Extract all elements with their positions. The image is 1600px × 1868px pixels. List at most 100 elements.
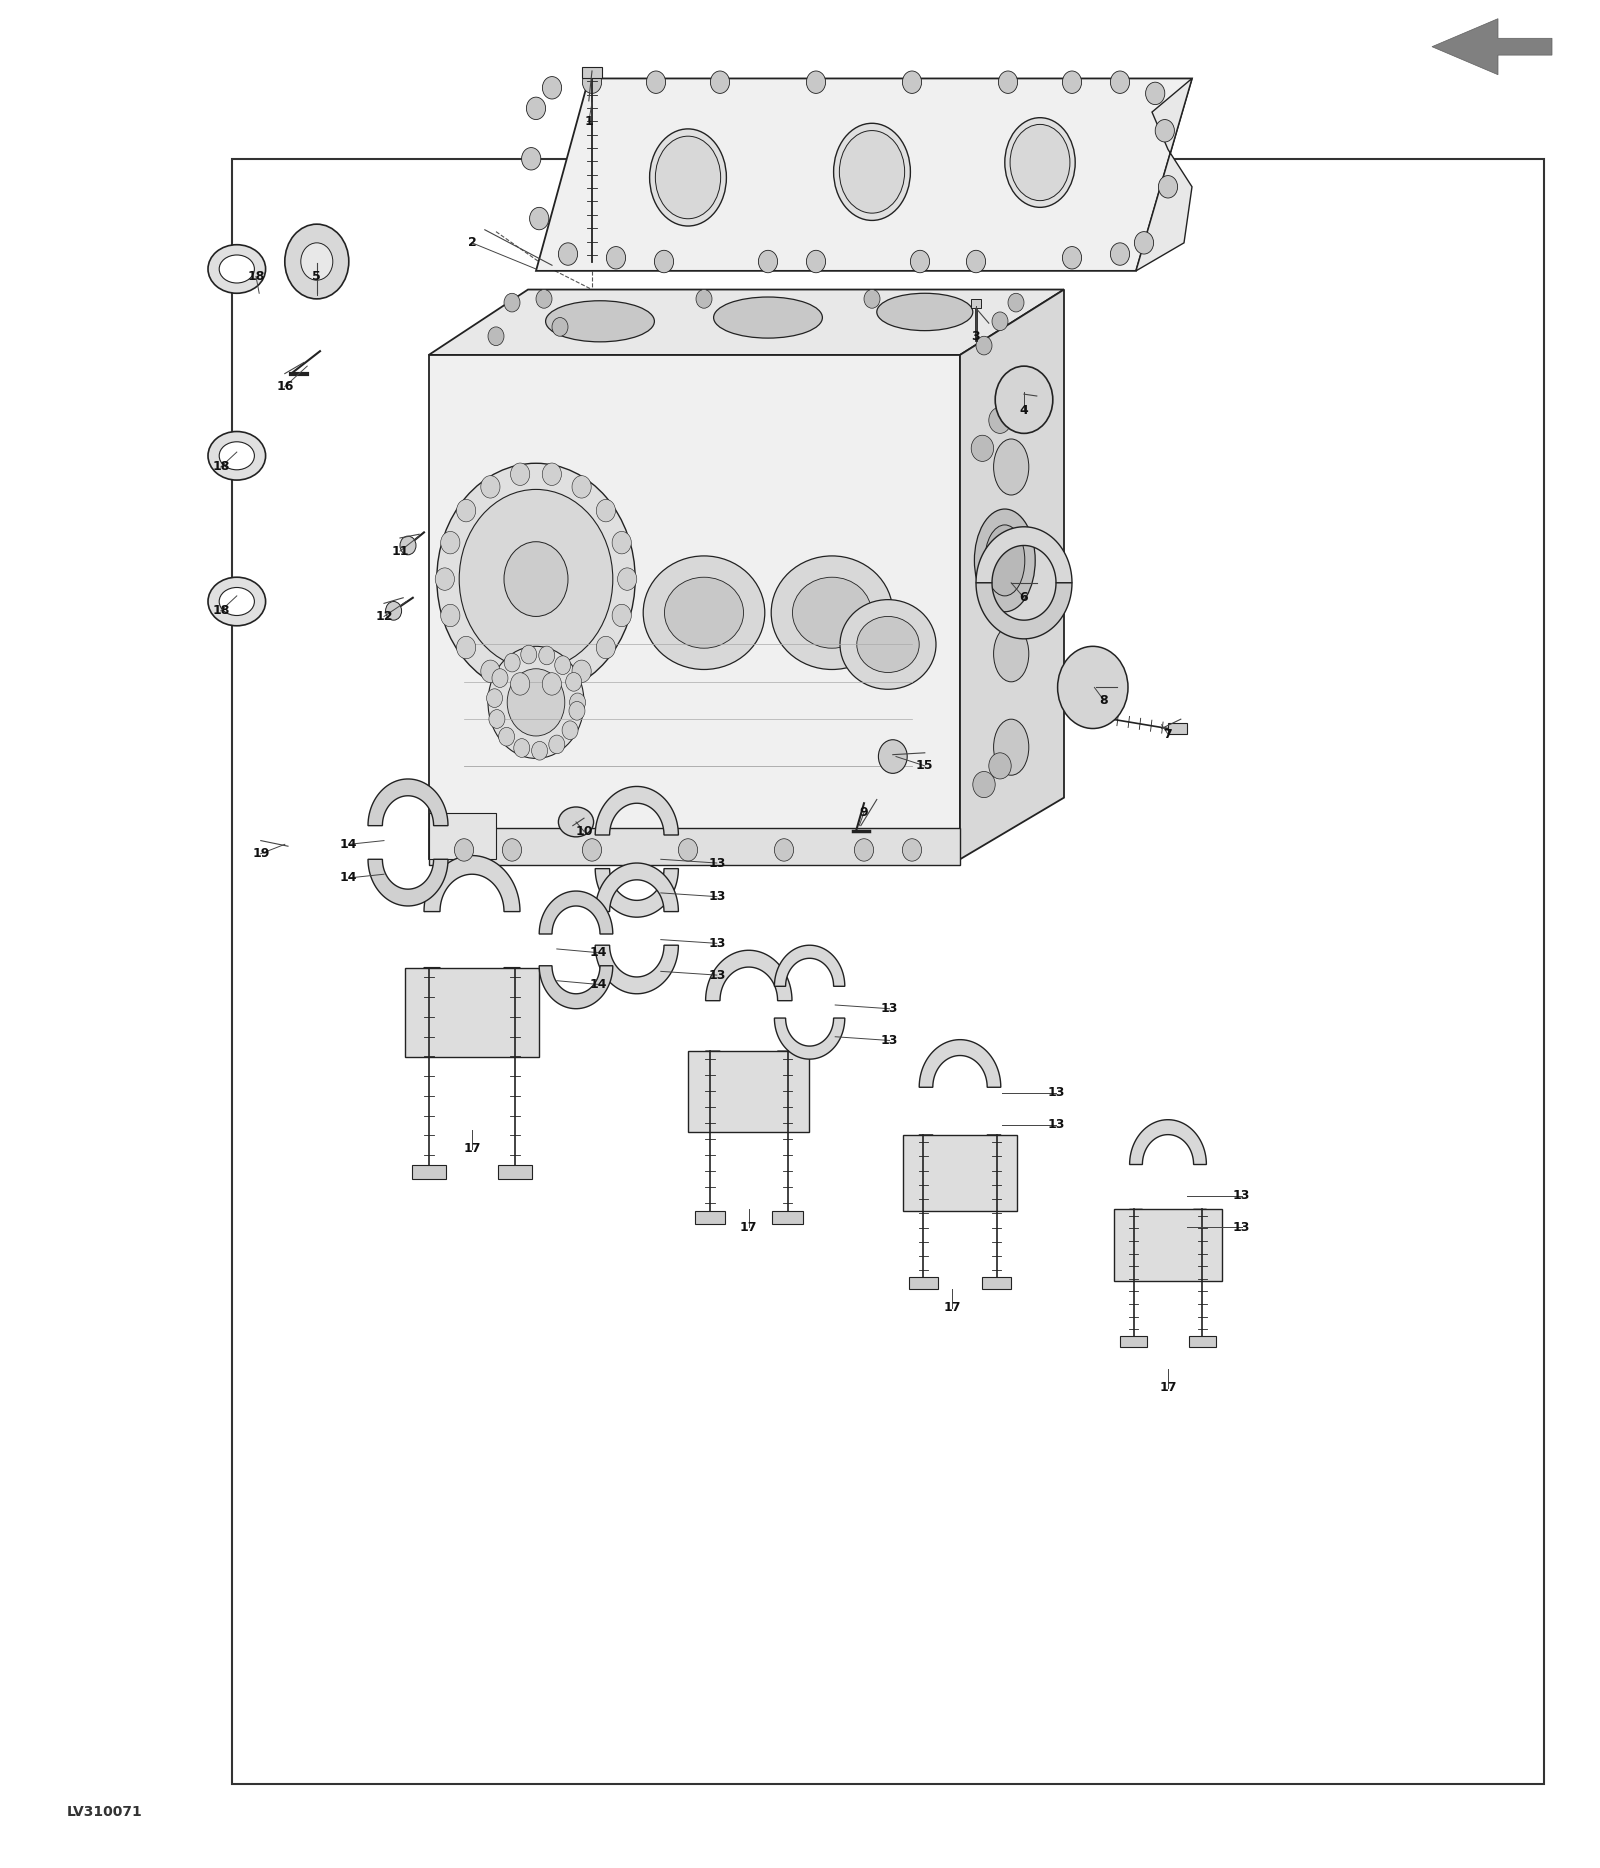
Circle shape bbox=[582, 839, 602, 861]
FancyBboxPatch shape bbox=[982, 1278, 1011, 1289]
Polygon shape bbox=[918, 1040, 1002, 1087]
Circle shape bbox=[549, 736, 565, 755]
Circle shape bbox=[1058, 646, 1128, 729]
Circle shape bbox=[490, 710, 506, 729]
Polygon shape bbox=[1130, 1119, 1206, 1164]
Ellipse shape bbox=[792, 577, 872, 648]
Circle shape bbox=[514, 738, 530, 757]
Text: 8: 8 bbox=[1099, 695, 1109, 706]
Circle shape bbox=[504, 542, 568, 616]
Circle shape bbox=[504, 293, 520, 312]
Text: 13: 13 bbox=[1234, 1190, 1250, 1201]
Circle shape bbox=[562, 721, 578, 740]
Circle shape bbox=[480, 659, 499, 682]
Circle shape bbox=[989, 407, 1011, 433]
Ellipse shape bbox=[974, 510, 1035, 611]
Text: 13: 13 bbox=[1048, 1087, 1064, 1098]
Circle shape bbox=[459, 489, 613, 669]
Text: 2: 2 bbox=[467, 237, 477, 248]
Circle shape bbox=[910, 250, 930, 273]
Text: 12: 12 bbox=[376, 611, 392, 622]
Circle shape bbox=[502, 839, 522, 861]
Polygon shape bbox=[976, 527, 1072, 583]
FancyBboxPatch shape bbox=[1168, 723, 1187, 734]
Text: 13: 13 bbox=[882, 1003, 898, 1014]
Text: 17: 17 bbox=[944, 1302, 960, 1313]
Ellipse shape bbox=[1005, 118, 1075, 207]
Circle shape bbox=[878, 740, 907, 773]
Circle shape bbox=[654, 250, 674, 273]
Ellipse shape bbox=[219, 254, 254, 282]
Circle shape bbox=[437, 463, 635, 695]
Circle shape bbox=[992, 312, 1008, 331]
Text: 14: 14 bbox=[590, 947, 606, 958]
Circle shape bbox=[582, 71, 602, 93]
Text: 14: 14 bbox=[341, 872, 357, 884]
Circle shape bbox=[435, 568, 454, 590]
FancyBboxPatch shape bbox=[405, 968, 539, 1057]
Polygon shape bbox=[774, 945, 845, 986]
Ellipse shape bbox=[208, 577, 266, 626]
Text: 6: 6 bbox=[1019, 592, 1029, 603]
Circle shape bbox=[570, 702, 586, 721]
Circle shape bbox=[606, 247, 626, 269]
FancyBboxPatch shape bbox=[1120, 1336, 1147, 1347]
Circle shape bbox=[566, 672, 582, 691]
Circle shape bbox=[696, 290, 712, 308]
Polygon shape bbox=[706, 951, 792, 1001]
Ellipse shape bbox=[1010, 125, 1070, 200]
Polygon shape bbox=[424, 856, 520, 912]
Ellipse shape bbox=[714, 297, 822, 338]
Circle shape bbox=[758, 250, 778, 273]
Polygon shape bbox=[368, 859, 448, 906]
Ellipse shape bbox=[984, 525, 1024, 596]
Text: 5: 5 bbox=[312, 271, 322, 282]
FancyBboxPatch shape bbox=[413, 1166, 446, 1179]
Ellipse shape bbox=[994, 719, 1029, 775]
Circle shape bbox=[902, 71, 922, 93]
FancyBboxPatch shape bbox=[582, 67, 602, 78]
Ellipse shape bbox=[208, 245, 266, 293]
Circle shape bbox=[973, 771, 995, 798]
Circle shape bbox=[539, 646, 555, 665]
Text: 17: 17 bbox=[1160, 1382, 1176, 1394]
Circle shape bbox=[806, 71, 826, 93]
Circle shape bbox=[989, 753, 1011, 779]
Circle shape bbox=[1110, 243, 1130, 265]
Circle shape bbox=[456, 499, 475, 521]
Circle shape bbox=[854, 839, 874, 861]
Circle shape bbox=[488, 327, 504, 346]
Circle shape bbox=[710, 71, 730, 93]
Ellipse shape bbox=[994, 626, 1029, 682]
Circle shape bbox=[531, 742, 547, 760]
Circle shape bbox=[526, 97, 546, 120]
Circle shape bbox=[499, 727, 515, 745]
FancyBboxPatch shape bbox=[694, 1210, 725, 1224]
Circle shape bbox=[491, 669, 507, 687]
FancyBboxPatch shape bbox=[971, 299, 981, 308]
Circle shape bbox=[301, 243, 333, 280]
Text: 13: 13 bbox=[709, 857, 725, 869]
Circle shape bbox=[774, 839, 794, 861]
Circle shape bbox=[542, 77, 562, 99]
Ellipse shape bbox=[664, 577, 744, 648]
Polygon shape bbox=[429, 813, 496, 859]
FancyBboxPatch shape bbox=[688, 1052, 810, 1132]
Circle shape bbox=[998, 71, 1018, 93]
Circle shape bbox=[806, 250, 826, 273]
Ellipse shape bbox=[546, 301, 654, 342]
Circle shape bbox=[966, 250, 986, 273]
Polygon shape bbox=[368, 779, 448, 826]
Polygon shape bbox=[429, 290, 1064, 355]
Polygon shape bbox=[536, 78, 1192, 271]
Circle shape bbox=[552, 318, 568, 336]
Circle shape bbox=[400, 536, 416, 555]
Text: 13: 13 bbox=[709, 891, 725, 902]
Circle shape bbox=[386, 601, 402, 620]
Polygon shape bbox=[1136, 78, 1192, 271]
Text: 14: 14 bbox=[590, 979, 606, 990]
Ellipse shape bbox=[650, 129, 726, 226]
Text: 19: 19 bbox=[253, 848, 269, 859]
Text: 13: 13 bbox=[709, 938, 725, 949]
Circle shape bbox=[504, 654, 520, 672]
